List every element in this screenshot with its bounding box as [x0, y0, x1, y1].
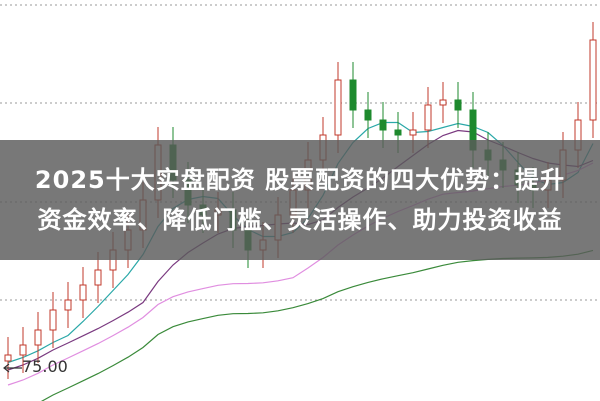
- candle-body: [454, 99, 462, 111]
- candle-body: [94, 269, 102, 286]
- price-marker-label: 75.00: [22, 357, 68, 376]
- candle-body: [409, 129, 417, 136]
- candle-body: [4, 354, 12, 362]
- candle-body: [49, 309, 57, 331]
- candle-body: [589, 39, 597, 121]
- title-line-1: 2025十大实盘配资 股票配资的四大优势：提升: [34, 166, 566, 194]
- candle-body: [364, 109, 372, 121]
- candle-body: [64, 299, 72, 311]
- title-banner: 2025十大实盘配资 股票配资的四大优势：提升 资金效率、降低门槛、灵活操作、助…: [0, 140, 600, 260]
- candle-body: [379, 119, 387, 131]
- candle-body: [424, 104, 432, 131]
- candle-body: [439, 99, 447, 106]
- candle-body: [79, 284, 87, 301]
- candle-body: [19, 344, 27, 356]
- candle-body: [34, 329, 42, 346]
- title-line-2: 资金效率、降低门槛、灵活操作、助力投资收益: [37, 206, 563, 234]
- candle-body: [334, 79, 342, 136]
- candle-body: [394, 129, 402, 136]
- price-marker-arrowhead: [3, 363, 10, 373]
- candle-body: [349, 79, 357, 111]
